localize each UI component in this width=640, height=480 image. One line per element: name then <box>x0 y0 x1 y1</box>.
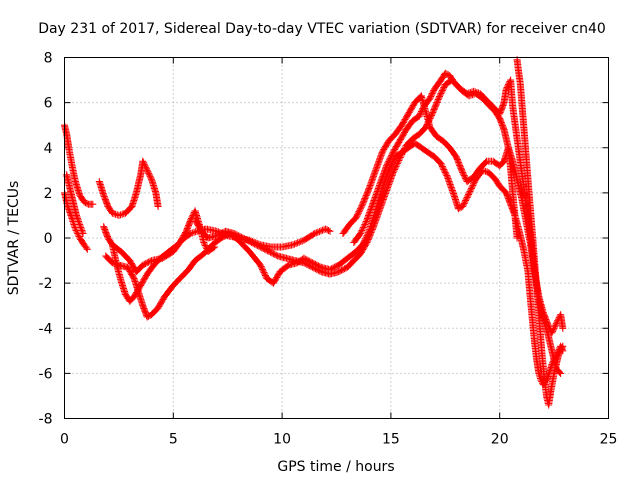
grid-lines <box>64 57 609 419</box>
y-tick-label: -2 <box>39 276 53 292</box>
y-tick-label: 4 <box>44 141 53 157</box>
y-tick-label: -6 <box>39 366 53 382</box>
y-tick-label: -4 <box>39 321 53 337</box>
series-track-k <box>513 56 567 409</box>
x-tick-label: 25 <box>600 432 618 448</box>
marker-trail <box>102 139 567 389</box>
series-track-c <box>63 171 87 237</box>
plot-frame <box>64 57 609 419</box>
x-tick-label: 0 <box>60 432 69 448</box>
x-tick-label: 20 <box>491 432 509 448</box>
series-track-g <box>102 139 567 389</box>
x-tick-label: 5 <box>169 432 178 448</box>
y-tick-labels: -8 -6 -4 -2 0 2 4 6 8 <box>39 51 53 428</box>
series-track-d <box>95 157 162 219</box>
chart-title: Day 231 of 2017, Sidereal Day-to-day VTE… <box>38 21 606 37</box>
y-tick-label: 8 <box>44 51 53 67</box>
y-tick-label: 0 <box>44 231 53 247</box>
y-tick-label: 2 <box>44 186 53 202</box>
marker-trail <box>63 171 87 237</box>
marker-trail <box>513 56 567 409</box>
y-tick-label: 6 <box>44 96 53 112</box>
x-tick-label: 10 <box>273 432 291 448</box>
x-tick-label: 15 <box>382 432 400 448</box>
plot-markers <box>61 56 567 409</box>
x-axis-label: GPS time / hours <box>277 459 394 475</box>
marker-trail <box>95 157 162 219</box>
x-tick-labels: 0 5 10 15 20 25 <box>60 432 617 448</box>
y-axis-label: SDTVAR / TECUs <box>6 181 22 296</box>
y-tick-label: -8 <box>39 412 53 428</box>
